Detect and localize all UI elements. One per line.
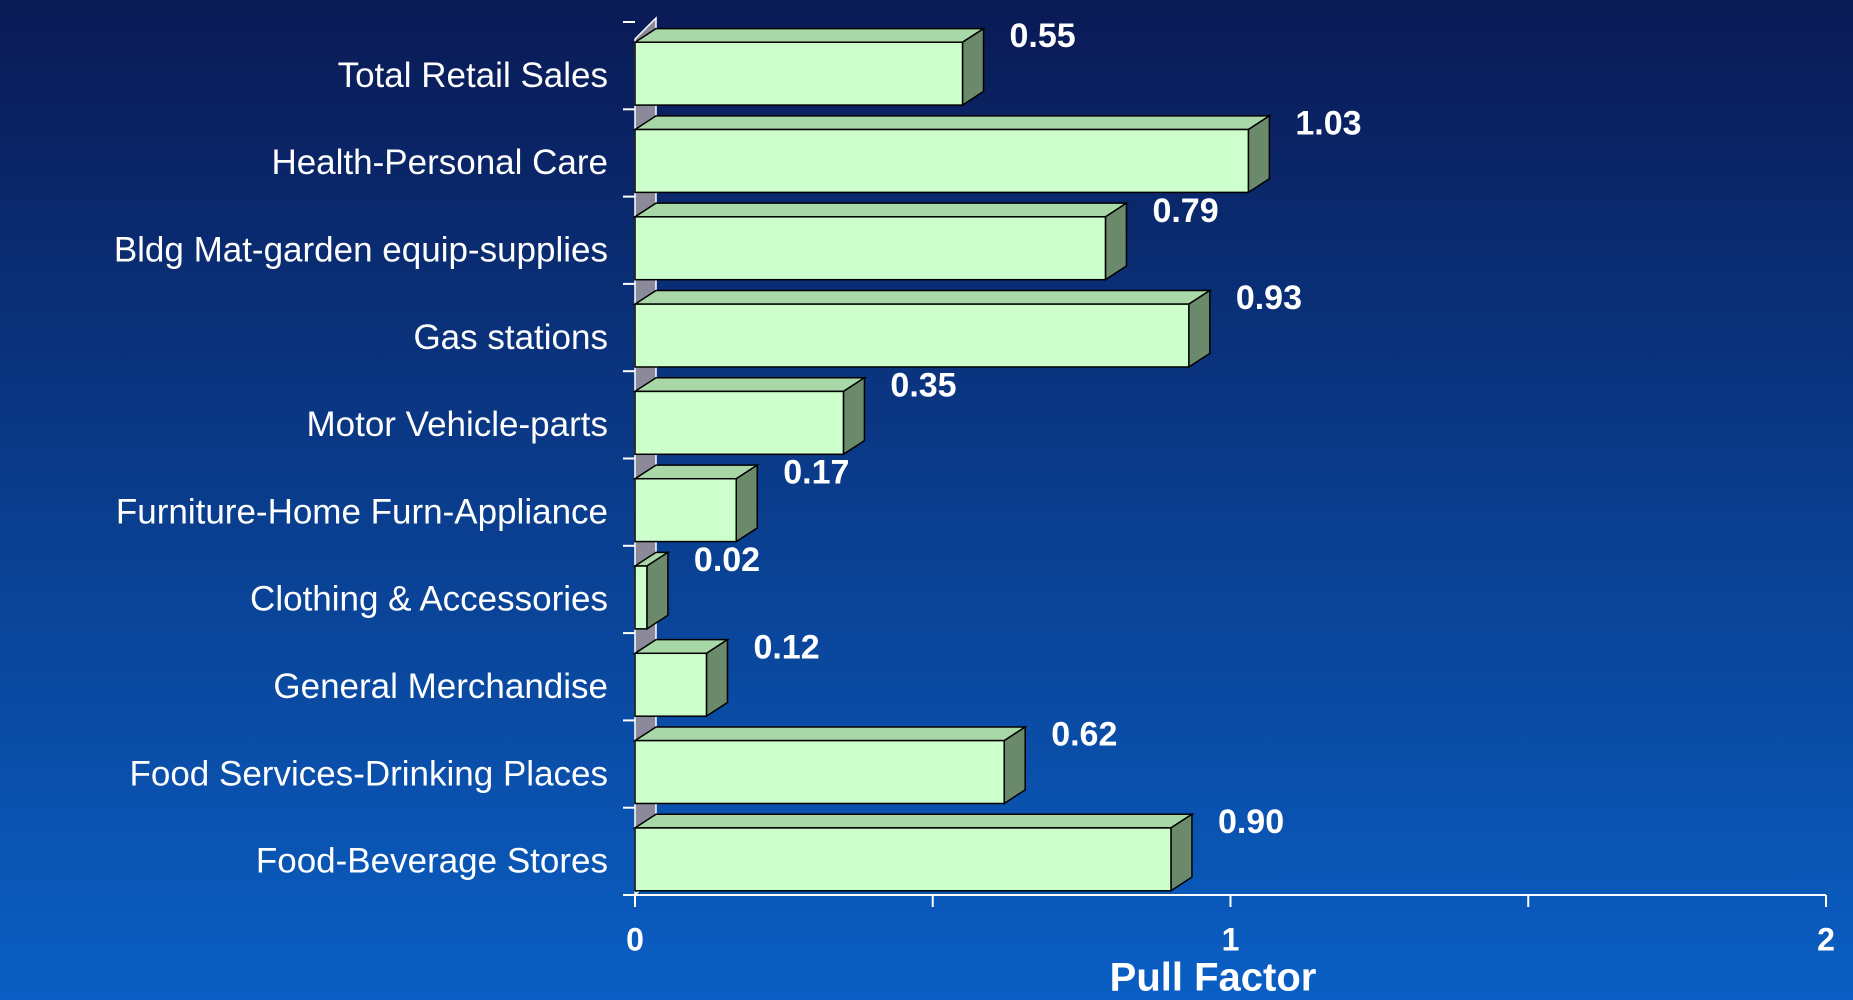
bar-side (1247, 114, 1271, 194)
value-label: 0.62 (1051, 716, 1117, 754)
bar-top (632, 115, 1272, 131)
bar (634, 303, 1190, 368)
bar (634, 41, 964, 106)
bar (634, 390, 845, 456)
bar-side (1104, 201, 1128, 282)
value-label: 0.35 (890, 366, 956, 404)
value-label: 0.79 (1152, 192, 1218, 230)
bar-top (632, 726, 1028, 742)
value-label: 0.55 (1010, 17, 1076, 55)
y-tick-label: Furniture-Home Furn-Appliance (116, 492, 608, 531)
bar-side (735, 463, 758, 543)
bar (634, 128, 1250, 194)
value-label: 0.02 (694, 541, 760, 579)
y-tick-label: General Merchandise (273, 667, 608, 706)
bar-side (842, 376, 866, 456)
y-tick-label: Gas stations (413, 318, 608, 357)
bar-top (632, 813, 1195, 829)
x-tick-label: 2 (1817, 921, 1835, 957)
value-label: 0.17 (783, 454, 849, 492)
y-tick-label: Food Services-Drinking Places (129, 754, 608, 793)
bar (634, 216, 1107, 281)
value-label: 0.93 (1236, 279, 1302, 317)
bar-side (1188, 289, 1211, 369)
y-tick-label: Food-Beverage Stores (256, 842, 608, 881)
x-tick-label: 1 (1222, 921, 1240, 957)
x-tick-label: 0 (626, 921, 644, 957)
bar (634, 739, 1005, 805)
bar-side (646, 550, 669, 631)
bar-top (632, 289, 1213, 305)
bar (634, 565, 648, 630)
bar (634, 477, 737, 543)
y-tick-label: Total Retail Sales (338, 56, 608, 95)
y-tick-label: Clothing & Accessories (250, 580, 608, 619)
bar-top (632, 202, 1129, 218)
bar (634, 652, 708, 717)
y-tick-label: Bldg Mat-garden equip-supplies (114, 231, 608, 270)
y-tick-label: Motor Vehicle-parts (306, 405, 608, 444)
value-label: 1.03 (1295, 105, 1361, 143)
value-label: 0.90 (1218, 803, 1284, 841)
x-axis-title: Pull Factor (1110, 956, 1317, 1000)
bar (634, 827, 1172, 892)
bar-top (632, 27, 987, 43)
bar-side (961, 27, 985, 107)
bar-side (705, 638, 729, 718)
bar-side (1003, 725, 1026, 805)
y-tick-label: Health-Personal Care (271, 143, 608, 182)
bar-side (1170, 812, 1193, 893)
bar-top (632, 377, 867, 393)
value-label: 0.12 (753, 628, 819, 666)
